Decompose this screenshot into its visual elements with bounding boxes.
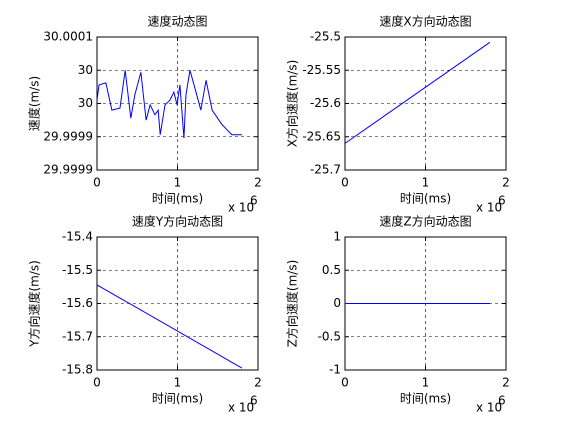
y-tick-label: -25.5	[310, 30, 341, 44]
subplot: 0 1 2 -15.8 -15.7 -15.6 -15.5 -15.4 速度Y方向动态图时间(m…	[27, 214, 262, 415]
y-tick-label: 0	[333, 296, 341, 310]
y-axis-label: Y方向速度(m/s)	[27, 260, 42, 348]
x-tick-label: 2	[254, 376, 262, 390]
y-tick-label: -25.55	[302, 63, 341, 77]
y-tick-label: -25.65	[302, 129, 341, 143]
x-exponent: 6	[250, 194, 258, 208]
subplot: 0 1 2 -25.7 -25.65 -25.6 -25.55 -25.5 速度X方向动态图时间…	[285, 14, 510, 215]
x-exponent: 6	[250, 394, 258, 408]
x-tick-label: 2	[254, 176, 262, 190]
chart-title: 速度Z方向动态图	[379, 214, 471, 229]
y-tick-label: -0.5	[318, 329, 341, 343]
x-exponent: 6	[498, 394, 506, 408]
y-tick-label: -1	[329, 363, 341, 377]
x-tick-label: 0	[341, 176, 349, 190]
x-tick-label: 0	[93, 176, 101, 190]
x-tick-label: 1	[174, 376, 182, 390]
x-tick-label: 1	[422, 376, 430, 390]
y-tick-label: -15.5	[62, 263, 93, 277]
y-axis-label: 速度(m/s)	[27, 76, 42, 131]
y-tick-label: 29.9999	[43, 129, 93, 143]
data-line	[344, 41, 491, 144]
data-line	[96, 70, 242, 139]
x-multiplier: x 10	[228, 201, 254, 215]
y-tick-label: 1	[333, 230, 341, 244]
x-tick-label: 2	[502, 176, 510, 190]
chart-title: 速度动态图	[147, 14, 207, 29]
x-axis-label: 时间(ms)	[400, 392, 451, 406]
data-line	[96, 284, 243, 369]
y-tick-label: 30.0001	[43, 30, 93, 44]
y-axis-label: X方向速度(m/s)	[285, 60, 300, 148]
x-tick-label: 0	[341, 376, 349, 390]
x-exponent: 6	[498, 194, 506, 208]
y-tick-label: -25.6	[310, 96, 341, 110]
x-axis-label: 时间(ms)	[152, 192, 203, 206]
y-tick-label: 30	[78, 63, 93, 77]
x-axis-label: 时间(ms)	[152, 392, 203, 406]
x-axis-label: 时间(ms)	[400, 192, 451, 206]
y-tick-label: 30	[78, 96, 93, 110]
y-tick-label: -15.8	[62, 363, 93, 377]
x-multiplier: x 10	[228, 401, 254, 415]
x-tick-label: 0	[93, 376, 101, 390]
x-tick-label: 2	[502, 376, 510, 390]
x-multiplier: x 10	[476, 201, 502, 215]
y-tick-label: 0.5	[322, 263, 341, 277]
chart-title: 速度Y方向动态图	[132, 214, 223, 229]
y-tick-label: -15.4	[62, 230, 93, 244]
chart-title: 速度X方向动态图	[379, 14, 471, 29]
x-tick-label: 1	[174, 176, 182, 190]
x-multiplier: x 10	[476, 401, 502, 415]
y-tick-label: 29.9999	[43, 163, 93, 177]
y-tick-label: -15.7	[62, 329, 93, 343]
y-axis-label: Z方向速度(m/s)	[285, 260, 300, 348]
y-tick-label: -15.6	[62, 296, 93, 310]
x-tick-label: 1	[422, 176, 430, 190]
y-tick-label: -25.7	[310, 163, 341, 177]
